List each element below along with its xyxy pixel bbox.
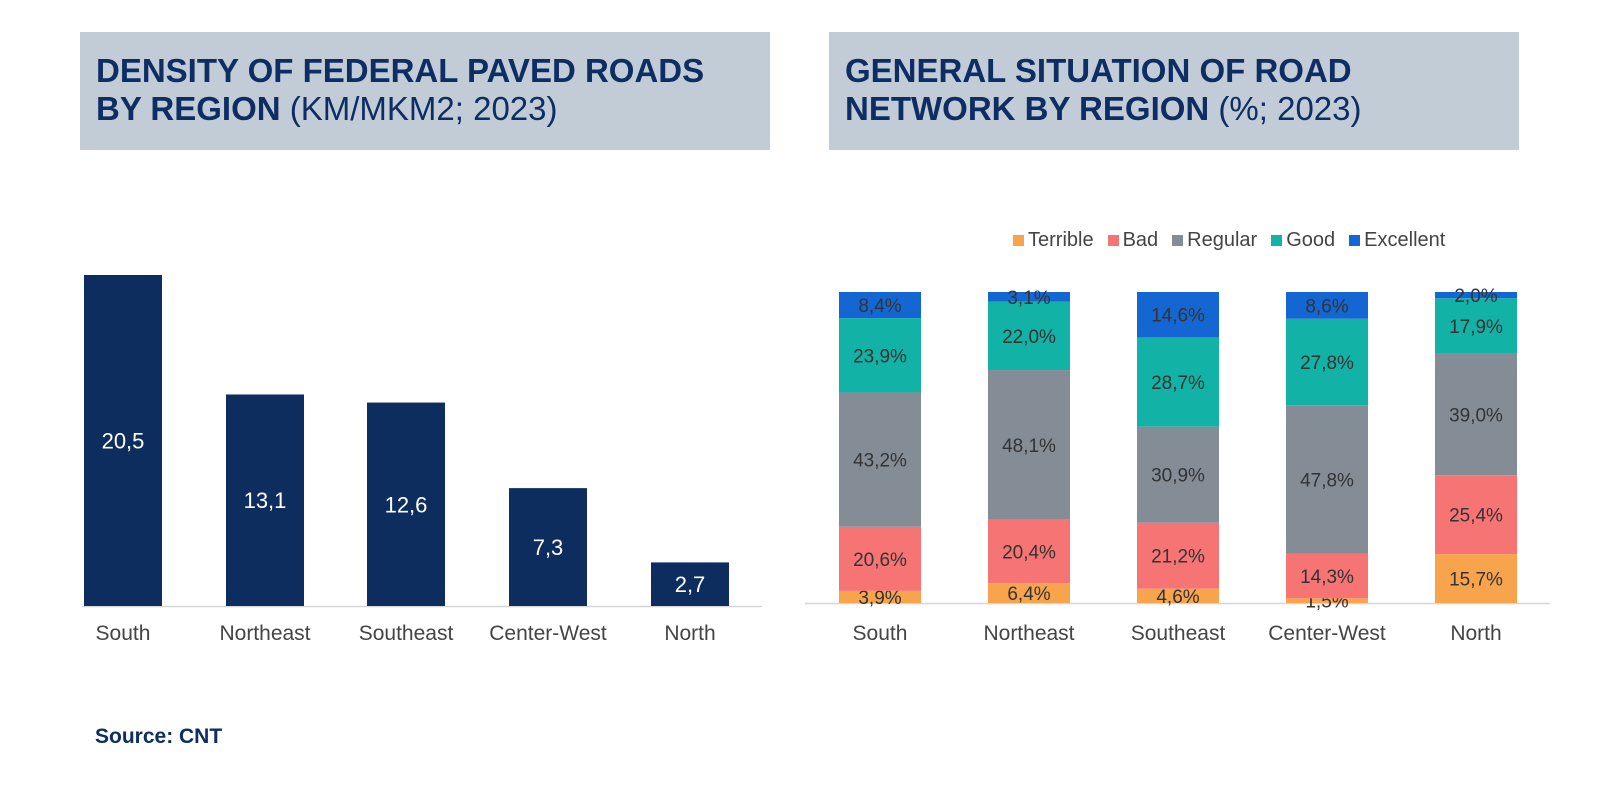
- situation-value-label: 8,6%: [1305, 296, 1348, 317]
- situation-value-label: 17,9%: [1449, 317, 1503, 338]
- situation-value-label: 28,7%: [1151, 373, 1205, 394]
- situation-segment-terrible-southeast: [1137, 588, 1219, 603]
- situation-category-label: Northeast: [983, 622, 1074, 645]
- situation-segment-regular-south: [839, 392, 921, 527]
- density-value-label: 20,5: [102, 429, 145, 454]
- situation-segment-excellent-northeast: [988, 292, 1070, 302]
- situation-segment-terrible-northeast: [988, 583, 1070, 603]
- density-value-label: 2,7: [675, 572, 706, 597]
- source-note: Source: CNT: [95, 725, 223, 748]
- situation-segment-regular-northeast: [988, 370, 1070, 520]
- situation-value-label: 3,9%: [858, 588, 901, 609]
- density-bar-south: [84, 275, 162, 606]
- situation-segment-regular-center-west: [1286, 405, 1368, 554]
- situation-segment-good-southeast: [1137, 337, 1219, 427]
- legend-swatch-terrible: [1013, 234, 1024, 246]
- situation-value-label: 20,4%: [1002, 542, 1056, 563]
- density-bar-north: [651, 562, 729, 606]
- situation-segment-excellent-center-west: [1286, 292, 1368, 319]
- situation-segment-bad-northeast: [988, 519, 1070, 584]
- situation-value-label: 20,6%: [853, 550, 907, 571]
- situation-value-label: 30,9%: [1151, 466, 1205, 487]
- density-category-label: North: [664, 622, 715, 645]
- situation-value-label: 48,1%: [1002, 436, 1056, 457]
- situation-chart-title-box: GENERAL SITUATION OF ROAD NETWORK BY REG…: [829, 32, 1519, 150]
- density-bar-southeast: [367, 402, 445, 606]
- situation-chart-title: GENERAL SITUATION OF ROAD NETWORK BY REG…: [845, 52, 1352, 127]
- situation-value-label: 2,0%: [1454, 286, 1497, 307]
- legend-item-excellent: Excellent: [1349, 229, 1445, 252]
- legend-label: Terrible: [1028, 228, 1094, 251]
- legend-swatch-regular: [1172, 234, 1184, 246]
- situation-segment-regular-southeast: [1137, 426, 1219, 523]
- situation-value-label: 8,4%: [858, 296, 901, 317]
- legend-label: Bad: [1122, 228, 1159, 251]
- situation-value-label: 3,1%: [1007, 288, 1050, 309]
- density-bar-northeast: [226, 394, 304, 606]
- situation-value-label: 21,2%: [1151, 547, 1205, 568]
- situation-value-label: 23,9%: [853, 346, 907, 367]
- situation-segment-bad-southeast: [1137, 522, 1219, 589]
- situation-category-label: Center-West: [1268, 622, 1386, 645]
- situation-category-label: Southeast: [1131, 622, 1226, 645]
- situation-value-label: 27,8%: [1300, 353, 1354, 374]
- situation-chart-legend: Terrible Bad Regular Good Excellent: [1013, 226, 1445, 254]
- situation-value-label: 43,2%: [853, 451, 907, 472]
- situation-segment-good-northeast: [988, 301, 1070, 371]
- situation-value-label: 6,4%: [1007, 584, 1050, 605]
- density-bar-center-west: [509, 488, 587, 606]
- density-category-label: Southeast: [359, 622, 454, 645]
- legend-swatch-bad: [1107, 234, 1119, 246]
- legend-item-good: Good: [1271, 229, 1335, 252]
- situation-value-label: 15,7%: [1449, 570, 1503, 591]
- density-chart-subtitle: (KM/MKM2; 2023): [289, 90, 558, 127]
- legend-label: Good: [1286, 228, 1336, 251]
- legend-item-bad: Bad: [1107, 228, 1159, 252]
- legend-swatch-excellent: [1349, 234, 1361, 246]
- situation-value-label: 47,8%: [1300, 471, 1354, 492]
- situation-category-label: South: [853, 622, 908, 645]
- situation-segment-good-center-west: [1286, 318, 1368, 406]
- density-chart-title: DENSITY OF FEDERAL PAVED ROADS BY REGION: [96, 52, 705, 127]
- situation-segment-excellent-south: [839, 292, 921, 319]
- situation-segment-terrible-center-west: [1286, 598, 1368, 603]
- density-category-label: Center-West: [489, 622, 607, 645]
- situation-segment-bad-south: [839, 526, 921, 591]
- situation-value-label: 22,0%: [1002, 327, 1056, 348]
- legend-label: Regular: [1187, 228, 1258, 251]
- situation-value-label: 39,0%: [1449, 406, 1503, 427]
- legend-label: Excellent: [1364, 228, 1446, 251]
- legend-item-regular: Regular: [1172, 229, 1257, 252]
- density-value-label: 7,3: [533, 535, 564, 560]
- situation-segment-good-south: [839, 318, 921, 393]
- situation-segment-bad-north: [1435, 475, 1517, 555]
- situation-segment-excellent-north: [1435, 292, 1517, 299]
- density-category-label: Northeast: [219, 622, 310, 645]
- situation-category-label: North: [1450, 622, 1501, 645]
- situation-segment-excellent-southeast: [1137, 292, 1219, 338]
- situation-segment-good-north: [1435, 298, 1517, 354]
- situation-segment-regular-north: [1435, 353, 1517, 476]
- situation-segment-terrible-south: [839, 590, 921, 603]
- legend-swatch-good: [1271, 234, 1283, 246]
- situation-value-label: 25,4%: [1449, 506, 1503, 527]
- legend-item-terrible: Terrible: [1013, 229, 1094, 252]
- situation-segment-bad-center-west: [1286, 553, 1368, 599]
- situation-value-label: 4,6%: [1156, 587, 1199, 608]
- density-category-label: South: [96, 622, 151, 645]
- situation-segment-terrible-north: [1435, 554, 1517, 603]
- density-chart-title-box: DENSITY OF FEDERAL PAVED ROADS BY REGION…: [80, 32, 770, 150]
- situation-chart-subtitle: (%; 2023): [1218, 90, 1362, 127]
- situation-value-label: 14,3%: [1300, 567, 1354, 588]
- situation-value-label: 14,6%: [1151, 306, 1205, 327]
- density-value-label: 12,6: [385, 492, 428, 517]
- density-value-label: 13,1: [244, 488, 287, 513]
